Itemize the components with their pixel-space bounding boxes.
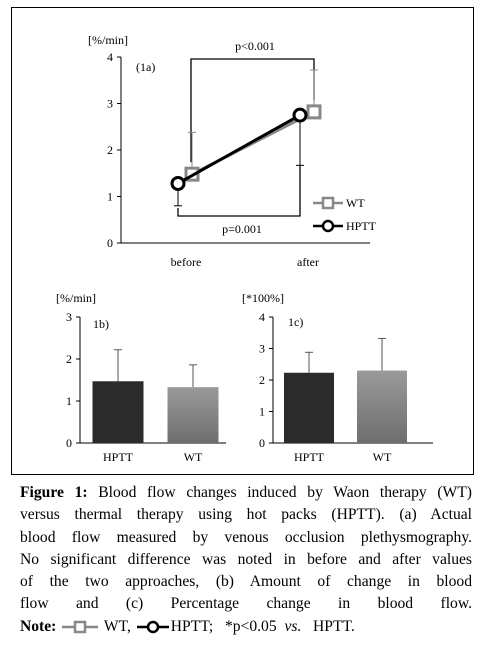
point-WT-after — [306, 104, 322, 120]
legend-marker-HPTT — [321, 219, 335, 233]
note-hptt: HPTT; — [170, 617, 214, 635]
x-tick-label-1b: HPTT — [103, 450, 134, 464]
note-ref: HPTT. — [313, 617, 355, 635]
caption-line-4: No significant difference was noted in b… — [20, 550, 472, 568]
point-HPTT-before — [170, 175, 186, 191]
legend-label-WT: WT — [346, 196, 365, 210]
x-tick-label-1a: before — [171, 255, 202, 269]
x-tick-label-1c: WT — [373, 450, 392, 464]
legend-label-HPTT: HPTT — [346, 219, 377, 233]
panel-label-1a: (1a) — [136, 60, 155, 74]
bar-1c-HPTT — [284, 372, 334, 443]
note-vs: vs. — [284, 617, 302, 635]
figure-label: Figure 1: — [20, 484, 88, 501]
y-axis-label-1c: [*100%] — [242, 291, 284, 305]
note-wt: WT, — [103, 617, 131, 635]
y-tick-label-1a: 0 — [107, 236, 113, 250]
annotation-p-bottom: p=0.001 — [222, 222, 262, 236]
y-tick-label-1b: 0 — [66, 436, 72, 450]
legend-marker-WT — [321, 196, 335, 210]
bar-1b-WT — [167, 387, 219, 443]
series-line-HPTT — [177, 113, 301, 185]
y-axis-label-1a: [%/min] — [88, 33, 128, 47]
y-tick-label-1a: 1 — [107, 190, 113, 204]
note-label: Note: — [20, 617, 57, 635]
bar-1b-HPTT — [92, 381, 144, 443]
panel-label-1c: 1c) — [288, 315, 303, 329]
caption-line-1: Figure 1: Blood flow changes induced by … — [20, 484, 472, 501]
bracket-bottom-1a — [177, 165, 301, 217]
y-tick-label-1a: 3 — [107, 97, 113, 111]
y-tick-label-1b: 2 — [66, 352, 72, 366]
annotation-p-top: p<0.001 — [235, 39, 275, 53]
bar-1c-WT — [357, 370, 407, 443]
y-axis-label-1b: [%/min] — [56, 291, 96, 305]
caption-line-6: flow and (c) Percentage change in blood … — [20, 595, 472, 613]
caption-line-3: blood flow measured by venous occlusion … — [20, 528, 472, 546]
note-p: *p<0.05 — [224, 617, 277, 635]
y-tick-label-1c: 2 — [259, 373, 265, 387]
caption-line-5: of the two approaches, (b) Amount of cha… — [20, 573, 472, 591]
caption-note: Note: WT, HPTT; *p<0.05 vs. HPTT. — [20, 616, 472, 638]
x-tick-label-1b: WT — [184, 450, 203, 464]
point-HPTT-after — [292, 107, 308, 123]
y-tick-label-1b: 1 — [66, 394, 72, 408]
x-tick-label-1c: HPTT — [294, 450, 325, 464]
figure-caption: Figure 1: Blood flow changes induced by … — [20, 482, 472, 638]
figure-charts: 0 1 2 3 4 [%/min] (1a) before after p<0.001 p=0.00… — [56, 33, 433, 464]
wt-legend-icon — [62, 620, 99, 634]
y-tick-label-1b: 3 — [66, 310, 72, 324]
y-tick-label-1a: 2 — [107, 143, 113, 157]
y-tick-label-1a: 4 — [107, 50, 113, 64]
x-tick-label-1a: after — [297, 255, 319, 269]
y-tick-label-1c: 4 — [259, 310, 265, 324]
caption-line-2: versus thermal therapy using hot packs (… — [20, 506, 472, 524]
y-tick-label-1c: 1 — [259, 405, 265, 419]
hptt-legend-icon — [136, 620, 169, 634]
y-tick-label-1c: 0 — [259, 436, 265, 450]
panel-label-1b: 1b) — [93, 317, 109, 331]
y-tick-label-1c: 3 — [259, 342, 265, 356]
figure-frame — [11, 7, 474, 475]
